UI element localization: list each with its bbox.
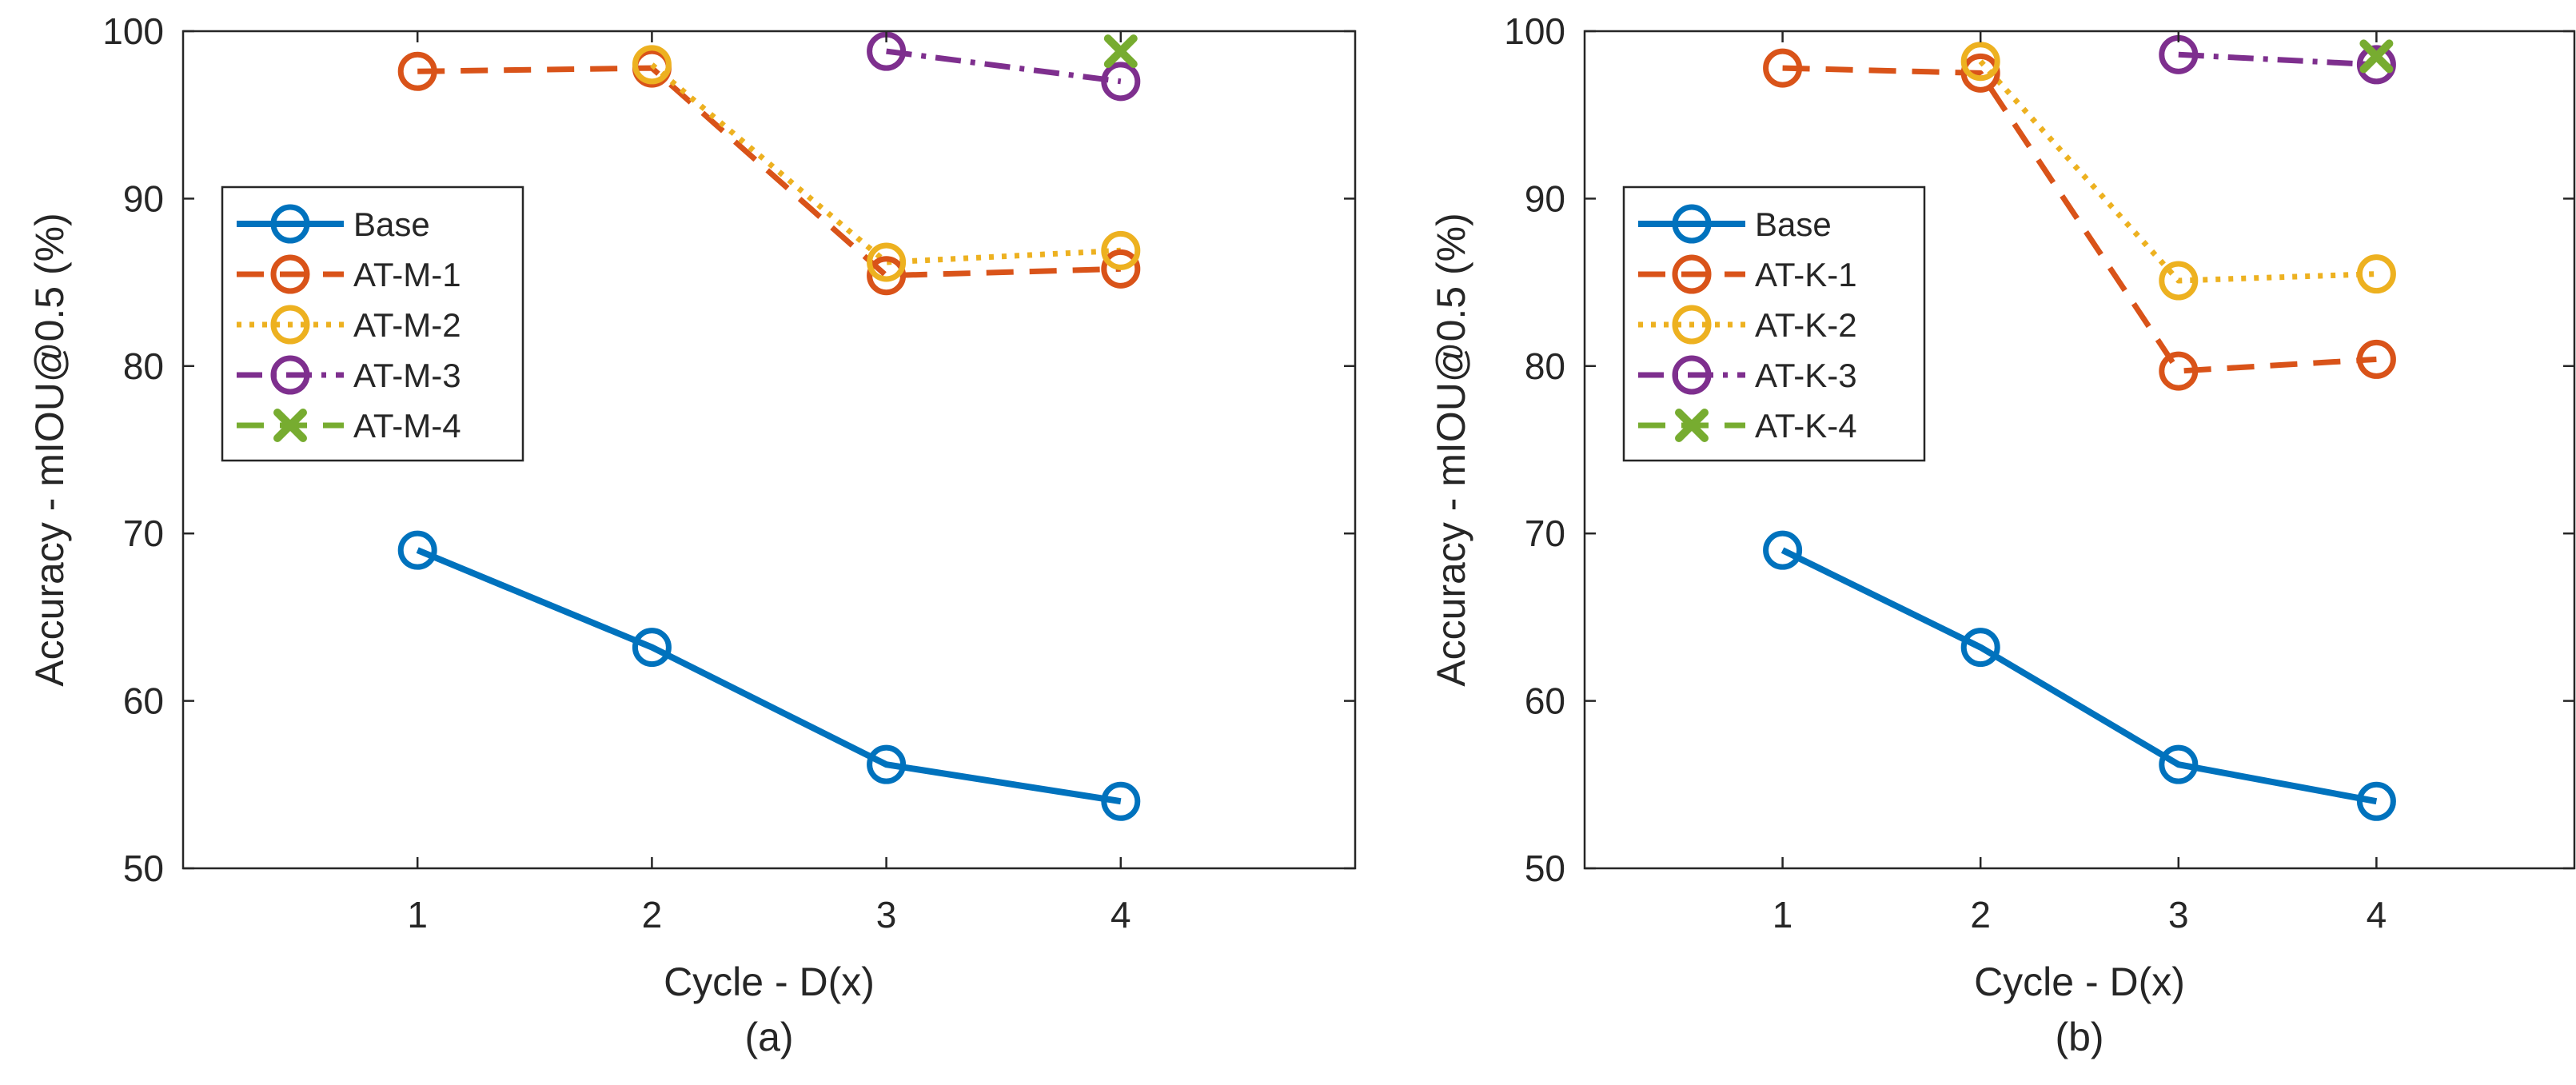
subfigure-caption: (a) — [744, 1015, 793, 1059]
legend-marker-swatch — [270, 305, 310, 345]
legend-marker-swatch — [1672, 355, 1712, 395]
series-markers — [397, 31, 1141, 821]
legend-marker-swatch — [1675, 409, 1709, 442]
series-line-at-k-1 — [1782, 65, 2377, 374]
legend-label: Base — [1755, 205, 1832, 243]
data-point-at-k-2 — [2356, 254, 2396, 294]
legend-label: AT-K-3 — [1755, 357, 1857, 394]
axes-box — [1583, 30, 2576, 870]
data-point-base — [1101, 781, 1141, 821]
series-line-base — [416, 547, 1122, 805]
legend-label: AT-M-2 — [353, 306, 461, 344]
data-point-at-k-2 — [1960, 42, 2000, 82]
data-point-base — [632, 628, 672, 668]
y-tick-label: 50 — [123, 848, 164, 889]
data-point-base — [1960, 628, 2000, 668]
data-point-at-k-1 — [2356, 339, 2396, 379]
y-tick-label: 60 — [123, 680, 164, 722]
data-point-at-k-2 — [2159, 261, 2199, 301]
legend-label: AT-M-1 — [353, 256, 461, 293]
x-axis-label: Cycle - D(x) — [664, 959, 875, 1004]
series-line-at-k-2 — [1978, 59, 2377, 284]
axis-ticks: 1 2 3 4 50 60 70 80 90 100 — [102, 10, 1355, 935]
y-tick-label: 80 — [1525, 345, 1565, 387]
data-point-at-k-1 — [1960, 53, 2000, 93]
series-line-at-m-1 — [417, 65, 1121, 279]
x-tick-label: 2 — [1970, 894, 1991, 935]
data-point-at-m-2 — [632, 45, 672, 85]
legend: Base AT-K-1 AT-K-2 AT-K-3 AT-K-4 — [1622, 185, 1926, 462]
series-line-base — [1780, 547, 2378, 805]
x-tick-label: 2 — [642, 894, 663, 935]
data-point-at-m-1 — [1101, 249, 1141, 289]
data-point-at-k-1 — [2159, 351, 2199, 391]
legend-marker-swatch — [273, 409, 307, 442]
x-axis-label: Cycle - D(x) — [1974, 959, 2185, 1004]
legend: Base AT-M-1 AT-M-2 AT-M-3 AT-M-4 — [221, 185, 524, 462]
axes-box — [181, 30, 1357, 870]
data-point-at-k-4 — [2359, 39, 2394, 74]
x-tick-label: 1 — [1772, 894, 1793, 935]
x-tick-label: 1 — [407, 894, 428, 935]
legend-marker-swatch — [1672, 305, 1712, 345]
legend-marker-swatch — [270, 355, 310, 395]
y-tick-label: 60 — [1525, 680, 1565, 722]
legend-marker-swatch — [1672, 204, 1712, 244]
y-tick-label: 70 — [1525, 513, 1565, 554]
data-point-base — [2356, 781, 2396, 821]
y-axis-label: Accuracy - mIOU@0.5 (%) — [1429, 213, 1473, 687]
x-tick-label: 4 — [1111, 894, 1131, 935]
y-tick-label: 90 — [123, 178, 164, 219]
data-point-at-k-1 — [1763, 48, 1803, 88]
data-point-at-m-1 — [867, 256, 907, 296]
x-tick-label: 4 — [2367, 894, 2387, 935]
data-point-at-m-4 — [1103, 34, 1138, 69]
y-tick-label: 50 — [1525, 848, 1565, 889]
chart-panel-a: 1 2 3 4 50 60 70 80 90 100 Base AT-M-1 AT-M-2 AT-M-3… — [27, 10, 1357, 1059]
subfigure-caption: (b) — [2055, 1015, 2103, 1059]
data-point-at-m-1 — [397, 51, 437, 91]
y-tick-label: 70 — [123, 513, 164, 554]
legend-label: AT-M-4 — [353, 407, 461, 445]
chart-panel-b: 1 2 3 4 50 60 70 80 90 100 Base AT-K-1 AT-K-2 AT-K-3… — [1429, 10, 2576, 1059]
legend-label: AT-K-2 — [1755, 306, 1857, 344]
series-line-at-k-3 — [2178, 51, 2377, 68]
series-lines — [1780, 51, 2378, 805]
x-tick-label: 3 — [876, 894, 897, 935]
data-point-base — [867, 744, 907, 784]
legend-marker-swatch — [270, 204, 310, 244]
legend-label: AT-M-3 — [353, 357, 461, 394]
series-line-at-m-2 — [650, 62, 1121, 265]
y-tick-label: 90 — [1525, 178, 1565, 219]
data-point-base — [1763, 530, 1803, 570]
legend-marker-swatch — [1672, 254, 1712, 294]
legend-label: AT-K-4 — [1755, 407, 1857, 445]
data-point-at-m-2 — [1101, 230, 1141, 270]
data-point-at-m-2 — [867, 242, 907, 282]
series-markers — [1763, 34, 2396, 821]
x-tick-label: 3 — [2168, 894, 2189, 935]
y-tick-label: 100 — [102, 10, 164, 52]
axis-ticks: 1 2 3 4 50 60 70 80 90 100 — [1504, 10, 2574, 935]
data-point-base — [2159, 744, 2199, 784]
y-tick-label: 100 — [1504, 10, 1565, 52]
series-line-at-m-3 — [886, 48, 1122, 85]
data-point-base — [397, 530, 437, 570]
data-point-at-m-3 — [1101, 62, 1141, 102]
data-point-at-k-3 — [2356, 45, 2396, 85]
y-tick-label: 80 — [123, 345, 164, 387]
legend-marker-swatch — [270, 254, 310, 294]
series-lines — [416, 48, 1122, 805]
legend-label: AT-K-1 — [1755, 256, 1857, 293]
legend-label: Base — [353, 205, 430, 243]
y-axis-label: Accuracy - mIOU@0.5 (%) — [27, 213, 72, 687]
